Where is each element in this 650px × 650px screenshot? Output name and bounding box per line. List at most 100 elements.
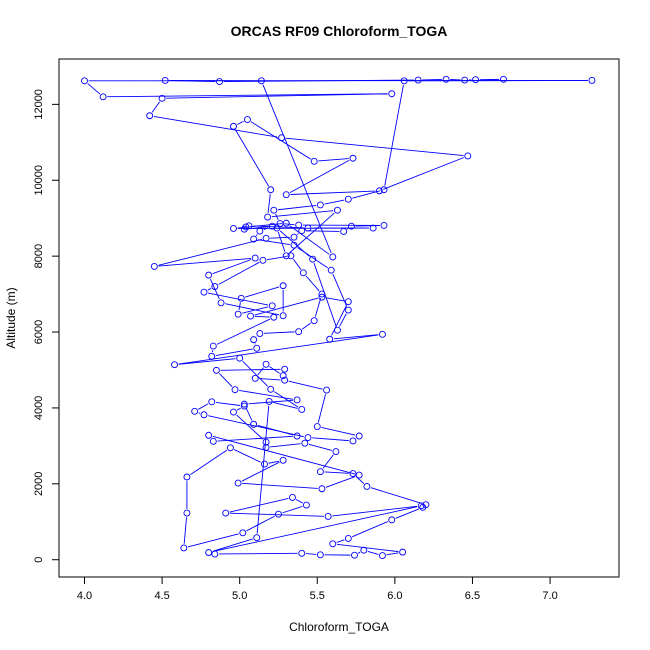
- data-point: [316, 551, 324, 559]
- x-tick-label: 4.5: [154, 590, 169, 602]
- data-point: [461, 76, 469, 84]
- series-segment: [87, 83, 101, 95]
- series-segment: [207, 288, 212, 291]
- data-point: [347, 222, 355, 230]
- data-point: [278, 134, 286, 142]
- x-tick-label: 6.0: [387, 590, 402, 602]
- series-segment: [255, 234, 258, 237]
- data-point: [234, 310, 242, 318]
- series-segment: [312, 437, 349, 442]
- data-point: [211, 550, 219, 558]
- data-point: [333, 206, 341, 214]
- series-segment: [384, 84, 404, 186]
- series-segment: [268, 460, 280, 464]
- series-segment: [229, 512, 324, 517]
- data-point: [318, 293, 326, 301]
- data-point: [355, 471, 363, 479]
- series-segment: [209, 278, 220, 300]
- series-segment: [269, 366, 280, 374]
- series-segment: [236, 414, 264, 440]
- data-point: [250, 420, 258, 428]
- data-point: [304, 434, 312, 441]
- series-segment: [212, 538, 253, 552]
- data-point: [205, 549, 213, 556]
- data-point: [417, 502, 425, 510]
- series-segment: [346, 228, 349, 230]
- data-point: [268, 302, 276, 310]
- series-segment: [259, 378, 281, 381]
- data-point: [256, 330, 264, 338]
- data-point: [257, 77, 265, 85]
- data-point: [243, 116, 251, 123]
- series-segment: [325, 476, 356, 488]
- series-segment: [277, 231, 286, 252]
- series-segment: [317, 394, 326, 423]
- series-segment: [395, 508, 420, 519]
- series-segment: [219, 552, 298, 555]
- series-segment: [169, 80, 216, 82]
- series-segment: [254, 315, 270, 318]
- series-segment: [267, 193, 271, 213]
- data-point: [237, 294, 245, 302]
- series-segment: [352, 190, 381, 199]
- series-segment: [225, 303, 280, 316]
- data-point: [313, 423, 321, 430]
- data-point: [250, 235, 258, 243]
- data-point: [264, 213, 272, 221]
- series-segment: [246, 515, 275, 532]
- series-segment: [158, 257, 252, 267]
- x-tick-label: 4.0: [77, 590, 92, 602]
- data-point: [340, 228, 348, 235]
- data-point: [351, 551, 358, 559]
- data-point: [205, 431, 213, 439]
- data-point: [209, 437, 217, 445]
- data-point: [298, 227, 306, 235]
- series-segment: [332, 505, 418, 517]
- data-point: [161, 77, 169, 84]
- data-point: [327, 266, 335, 274]
- series-segment: [336, 539, 345, 543]
- data-point: [208, 398, 216, 406]
- series-segment: [229, 497, 289, 513]
- data-point: [239, 529, 247, 537]
- series-segment: [198, 403, 209, 410]
- series-segment: [257, 424, 294, 436]
- data-point: [200, 288, 208, 296]
- data-point: [256, 227, 264, 235]
- data-point: [183, 509, 191, 517]
- data-point: [388, 516, 396, 524]
- data-point: [209, 342, 217, 350]
- x-tick-label: 6.5: [465, 590, 480, 602]
- data-point: [399, 548, 407, 556]
- data-point: [379, 330, 386, 338]
- series-segment: [321, 427, 356, 436]
- data-point: [380, 186, 388, 194]
- series-segment: [295, 499, 303, 504]
- plot-data: [81, 75, 596, 559]
- data-point: [344, 535, 352, 542]
- data-point: [191, 407, 199, 415]
- y-tick-label: 2000: [33, 472, 45, 496]
- data-point: [316, 468, 324, 476]
- data-point: [267, 186, 275, 194]
- data-point: [349, 154, 357, 162]
- series-segment: [212, 506, 418, 553]
- data-point: [208, 352, 216, 360]
- data-point: [150, 262, 158, 270]
- series-segment: [274, 391, 299, 408]
- data-point: [222, 509, 230, 517]
- y-tick-label: 0: [33, 557, 45, 563]
- data-point: [414, 76, 422, 84]
- chart-title: ORCAS RF09 Chloroform_TOGA: [231, 23, 448, 39]
- data-point: [500, 75, 507, 83]
- series-segment: [324, 471, 349, 474]
- series-segment: [198, 412, 201, 414]
- data-point: [230, 408, 237, 416]
- series-segment: [296, 233, 299, 235]
- data-point: [295, 221, 303, 229]
- series-segment: [178, 358, 236, 365]
- data-point: [273, 224, 281, 232]
- data-point: [275, 510, 282, 518]
- y-tick-label: 4000: [33, 396, 45, 420]
- data-point: [290, 241, 298, 249]
